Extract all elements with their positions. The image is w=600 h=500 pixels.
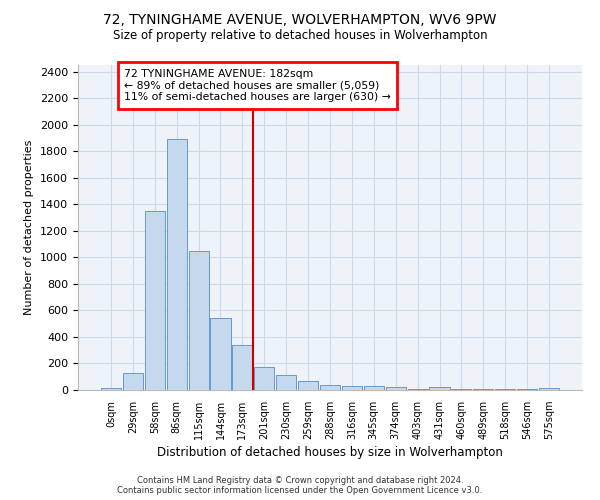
Bar xyxy=(101,388,121,390)
Bar xyxy=(123,374,143,390)
Text: Size of property relative to detached houses in Wolverhampton: Size of property relative to detached ho… xyxy=(113,29,487,42)
Bar xyxy=(407,388,428,390)
Bar xyxy=(386,388,406,390)
Bar xyxy=(211,318,230,390)
Bar xyxy=(145,211,165,390)
Y-axis label: Number of detached properties: Number of detached properties xyxy=(25,140,34,315)
Bar xyxy=(320,384,340,390)
Text: Contains HM Land Registry data © Crown copyright and database right 2024.: Contains HM Land Registry data © Crown c… xyxy=(137,476,463,485)
Bar xyxy=(167,140,187,390)
Bar xyxy=(364,386,384,390)
Bar xyxy=(276,376,296,390)
Bar xyxy=(539,388,559,390)
X-axis label: Distribution of detached houses by size in Wolverhampton: Distribution of detached houses by size … xyxy=(157,446,503,459)
Bar xyxy=(342,386,362,390)
Text: 72 TYNINGHAME AVENUE: 182sqm
← 89% of detached houses are smaller (5,059)
11% of: 72 TYNINGHAME AVENUE: 182sqm ← 89% of de… xyxy=(124,69,391,102)
Bar xyxy=(430,386,449,390)
Bar xyxy=(188,252,209,390)
Text: 72, TYNINGHAME AVENUE, WOLVERHAMPTON, WV6 9PW: 72, TYNINGHAME AVENUE, WOLVERHAMPTON, WV… xyxy=(103,12,497,26)
Bar xyxy=(298,382,318,390)
Bar xyxy=(232,345,253,390)
Bar xyxy=(254,368,274,390)
Text: Contains public sector information licensed under the Open Government Licence v3: Contains public sector information licen… xyxy=(118,486,482,495)
